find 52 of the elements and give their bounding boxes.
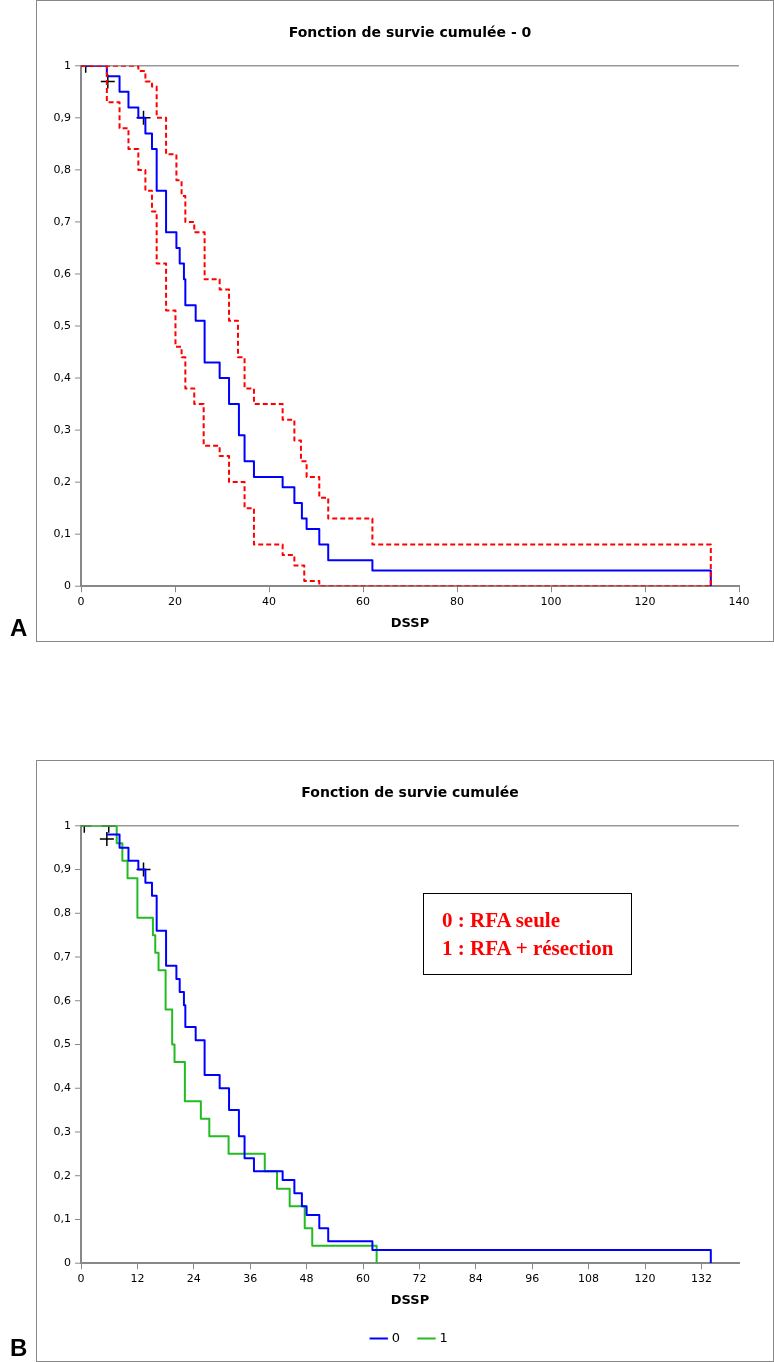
y-tick-label: 0,5	[53, 1037, 71, 1051]
annotation: 1 : RFA + résection	[442, 936, 614, 960]
annotation: 0 : RFA seule	[442, 908, 561, 932]
y-tick-label: 0	[64, 1256, 71, 1270]
legend-label: 0	[391, 1329, 401, 1345]
x-tick-label: 36	[243, 1271, 258, 1285]
x-tick-label: 48	[299, 1271, 314, 1285]
y-tick-label: 0,4	[53, 370, 71, 384]
chart-title: Fonction de survie cumulée - 0	[288, 24, 532, 41]
y-tick-label: 0,3	[53, 422, 71, 436]
y-tick-label: 0,5	[53, 318, 71, 332]
y-tick-label: 0,2	[53, 1168, 71, 1182]
y-tick-label: 0,1	[53, 527, 71, 541]
x-tick-label: 140	[728, 594, 750, 608]
x-tick-label: 108	[578, 1271, 600, 1285]
y-tick-label: 0,4	[53, 1081, 71, 1095]
y-tick-label: 0,7	[53, 949, 71, 963]
x-tick-label: 24	[186, 1271, 201, 1285]
y-tick-label: 0,6	[53, 993, 71, 1007]
x-axis-title: DSSP	[390, 614, 430, 630]
y-tick-label: 0,8	[53, 162, 71, 176]
x-tick-label: 20	[168, 594, 182, 608]
y-tick-label: 0,7	[53, 214, 71, 228]
text: A	[10, 614, 28, 642]
y-tick-label: 1	[64, 818, 71, 832]
y-tick-label: 0	[64, 579, 71, 593]
x-tick-label: 12	[130, 1271, 145, 1285]
y-tick-label: 0,6	[53, 266, 71, 280]
x-tick-label: 132	[690, 1271, 712, 1285]
y-tick-label: 0,8	[53, 906, 71, 920]
x-tick-label: 120	[634, 594, 656, 608]
x-tick-label: 84	[468, 1271, 483, 1285]
y-tick-label: 0,9	[53, 110, 71, 124]
x-tick-label: 80	[450, 594, 464, 608]
x-tick-label: 60	[356, 594, 370, 608]
y-tick-label: 0,9	[53, 862, 71, 876]
y-tick-label: 0,3	[53, 1124, 71, 1138]
x-tick-label: 0	[77, 1271, 85, 1285]
x-tick-label: 0	[77, 594, 85, 608]
y-tick-label: 0,1	[53, 1212, 71, 1226]
x-axis-title: DSSP	[390, 1291, 430, 1307]
x-tick-label: 120	[634, 1271, 656, 1285]
x-tick-label: 40	[262, 594, 276, 608]
chart-title: Fonction de survie cumulée	[301, 784, 519, 801]
x-tick-label: 100	[540, 594, 562, 608]
y-tick-label: 0,2	[53, 474, 71, 488]
x-tick-label: 60	[356, 1271, 370, 1285]
x-tick-label: 96	[525, 1271, 540, 1285]
legend-label: 1	[439, 1329, 448, 1345]
y-tick-label: 1	[64, 58, 71, 72]
x-tick-label: 72	[412, 1271, 427, 1285]
text: B	[10, 1334, 28, 1362]
